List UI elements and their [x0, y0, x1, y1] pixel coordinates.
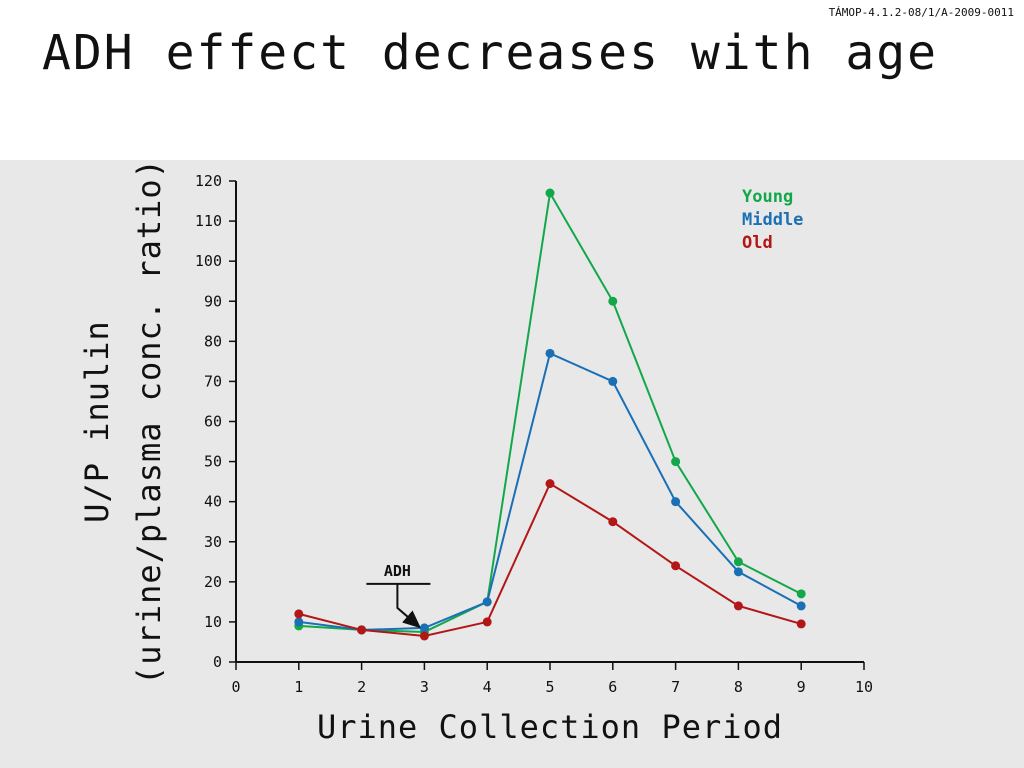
x-axis-title: Urine Collection Period: [317, 708, 783, 746]
data-point-old: [545, 479, 555, 489]
y-axis-title-line2: (urine/plasma conc. ratio): [130, 158, 168, 685]
data-point-middle: [608, 376, 618, 386]
data-point-middle: [482, 597, 492, 607]
data-point-young: [796, 589, 806, 599]
data-point-old: [482, 617, 492, 627]
chart-legend: Young Middle Old: [742, 187, 803, 253]
slide-title: ADH effect decreases with age: [42, 25, 939, 81]
series-line-old: [298, 482, 802, 637]
y-tick-label: 0: [213, 653, 222, 671]
data-point-middle: [796, 601, 806, 611]
y-tick-label: 90: [204, 292, 222, 310]
series-line-young: [298, 190, 802, 633]
data-point-old: [608, 517, 618, 527]
data-point-old: [671, 561, 681, 571]
y-tick-label: 20: [204, 573, 222, 591]
y-tick-label: 50: [204, 453, 222, 471]
adh-arrow: [396, 583, 421, 629]
data-point-middle: [733, 567, 743, 577]
chart-series: [294, 188, 806, 641]
y-axis-title: U/P inulin (urine/plasma conc. ratio): [78, 158, 168, 685]
x-tick-label: 2: [357, 678, 366, 696]
y-tick-label: 10: [204, 613, 222, 631]
series-line-middle: [298, 351, 802, 631]
data-point-old: [294, 609, 304, 619]
y-axis-title-line1: U/P inulin: [78, 320, 116, 523]
y-tick-label: 40: [204, 493, 222, 511]
y-tick-label: 110: [195, 212, 222, 230]
data-point-middle: [545, 348, 555, 358]
x-tick-label: 3: [420, 678, 429, 696]
y-tick-label: 60: [204, 413, 222, 431]
adh-label: ADH: [384, 562, 411, 580]
y-tick-label: 70: [204, 372, 222, 390]
y-tick-label: 30: [204, 533, 222, 551]
project-code: TÁMOP-4.1.2-08/1/A-2009-0011: [828, 6, 1014, 19]
data-point-middle: [671, 497, 681, 507]
x-tick-label: 4: [483, 678, 492, 696]
data-point-old: [733, 601, 743, 611]
data-point-young: [733, 557, 743, 567]
y-tick-label: 120: [195, 172, 222, 190]
axis-labels: Urine Collection Period U/P inulin (urine/…: [78, 158, 783, 746]
x-tick-label: 5: [545, 678, 554, 696]
x-tick-label: 7: [671, 678, 680, 696]
data-point-old: [419, 631, 429, 641]
x-tick-label: 8: [734, 678, 743, 696]
chart-axes: 0 10 20 30 40 50 60 70 80 90 100 110 120 0 1 2 3 4 5 6 7 8 9 10: [195, 172, 873, 696]
y-tick-label: 100: [195, 252, 222, 270]
slide-header: TÁMOP-4.1.2-08/1/A-2009-0011 ADH effect …: [0, 0, 1024, 160]
x-tick-label: 6: [608, 678, 617, 696]
data-point-old: [796, 619, 806, 629]
x-tick-label: 1: [294, 678, 303, 696]
adh-annotation: ADH: [366, 562, 431, 629]
x-tick-label: 0: [231, 678, 240, 696]
data-point-young: [608, 296, 618, 306]
x-tick-label: 9: [797, 678, 806, 696]
data-point-old: [357, 625, 367, 635]
data-point-young: [545, 188, 555, 198]
y-tick-label: 80: [204, 332, 222, 350]
data-point-young: [671, 457, 681, 467]
legend-entry-old: Old: [742, 233, 773, 253]
data-point-middle: [294, 617, 304, 627]
data-point-middle: [419, 623, 429, 633]
legend-entry-young: Young: [742, 187, 793, 207]
chart-panel: [0, 160, 1024, 768]
x-tick-label: 10: [855, 678, 873, 696]
legend-entry-middle: Middle: [742, 210, 803, 230]
